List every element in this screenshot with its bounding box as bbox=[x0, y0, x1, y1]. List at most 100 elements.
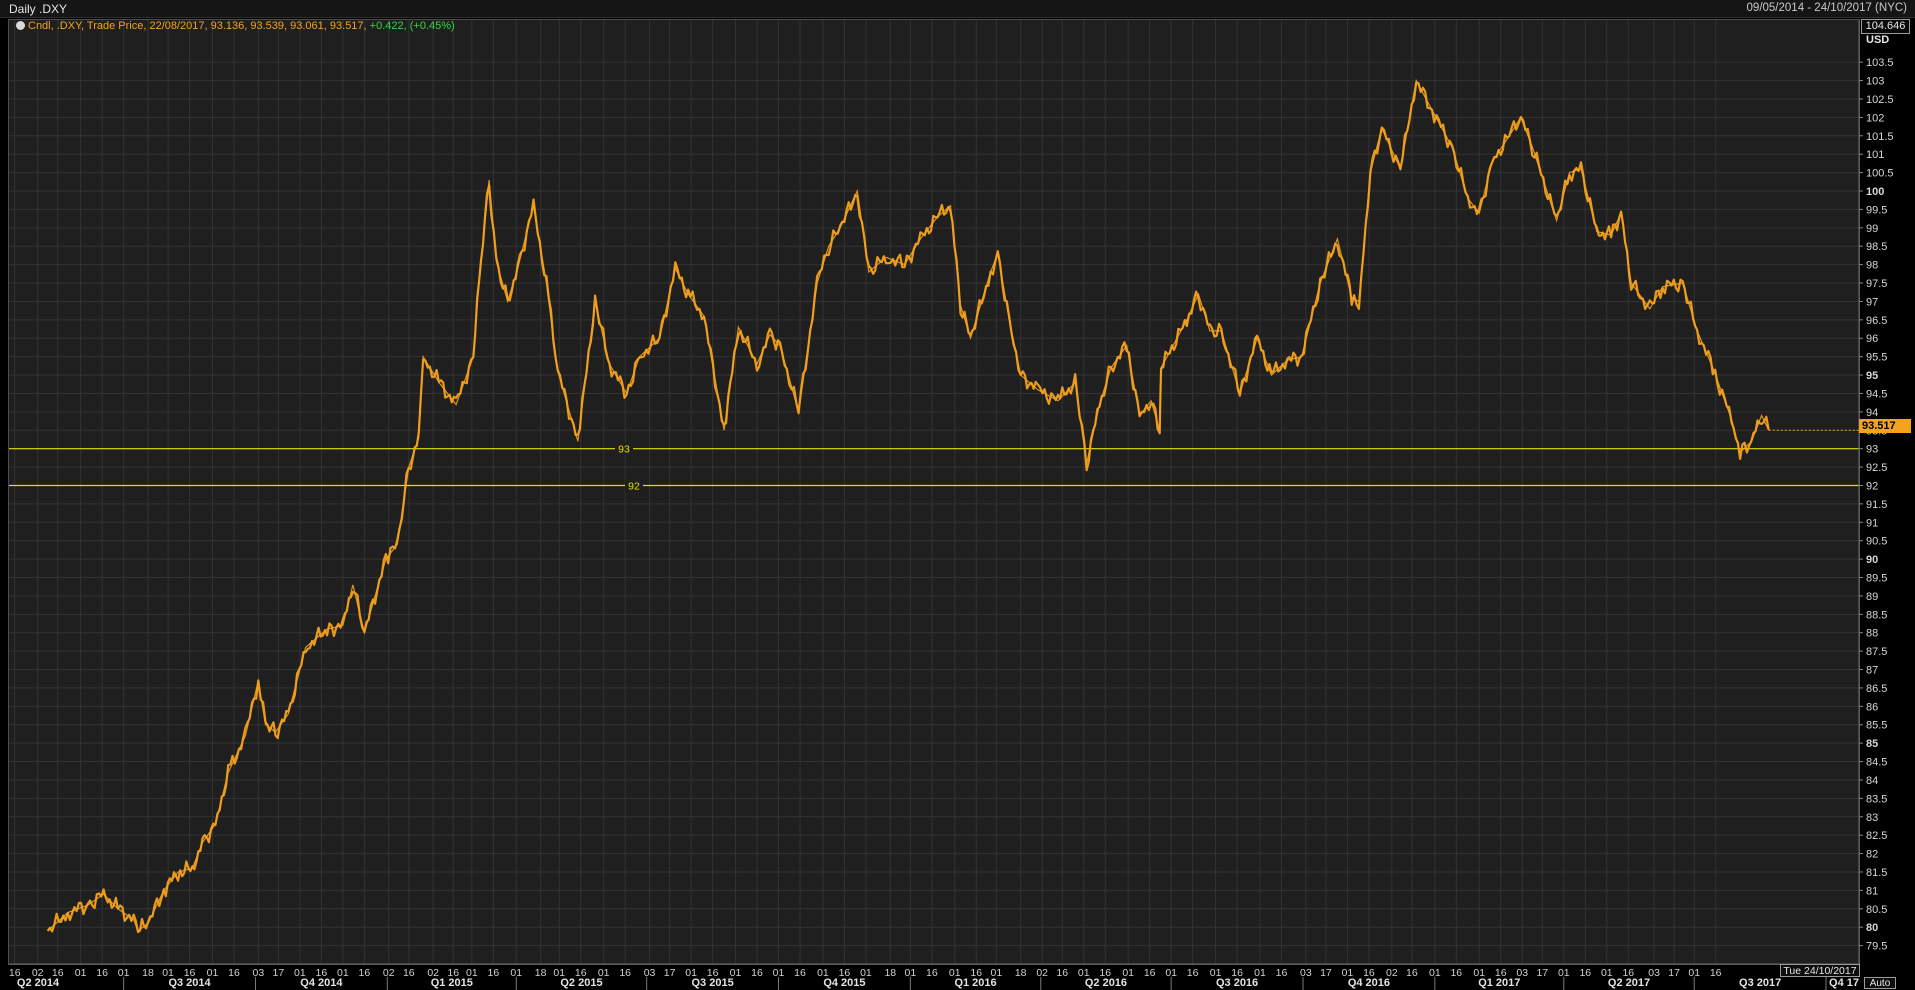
x-tick-label: 01 bbox=[905, 967, 917, 979]
quarter-label: Q4 17 bbox=[1829, 977, 1859, 989]
x-tick-label: 01 bbox=[1254, 967, 1266, 979]
y-tick-label: 84 bbox=[1866, 775, 1878, 787]
x-tick-label: 16 bbox=[707, 967, 719, 979]
y-tick-label: 86 bbox=[1866, 701, 1878, 713]
quarter-label: Q2 2014 bbox=[17, 977, 60, 989]
x-tick-label: 17 bbox=[1320, 967, 1332, 979]
y-tick-label: 91.5 bbox=[1866, 499, 1887, 511]
x-tick-label: 03 bbox=[644, 967, 656, 979]
x-tick-label: 01 bbox=[1473, 967, 1485, 979]
x-tick-label: 17 bbox=[1668, 967, 1680, 979]
y-tick-label: 102 bbox=[1866, 112, 1884, 124]
y-tick-label: 83 bbox=[1866, 812, 1878, 824]
y-tick-label: 93 bbox=[1866, 444, 1878, 456]
x-tick-label: 02 bbox=[1036, 967, 1048, 979]
x-tick-label: 16 bbox=[1144, 967, 1156, 979]
quarter-label: Q3 2016 bbox=[1216, 977, 1258, 989]
series-settings-icon[interactable] bbox=[16, 21, 25, 30]
x-tick-label: 01 bbox=[990, 967, 1002, 979]
x-tick-label: 01 bbox=[294, 967, 306, 979]
x-tick-label: 16 bbox=[359, 967, 371, 979]
x-tick-label: 16 bbox=[447, 967, 459, 979]
legend-ticker-text: Cndl, .DXY, Trade Price, 22/08/2017, 93.… bbox=[28, 20, 367, 32]
y-tick-label: 80.5 bbox=[1866, 904, 1887, 916]
x-tick-label: 01 bbox=[118, 967, 130, 979]
x-tick-label: 16 bbox=[619, 967, 631, 979]
chart-legend[interactable]: Cndl, .DXY, Trade Price, 22/08/2017, 93.… bbox=[16, 20, 455, 32]
y-tick-label: 98 bbox=[1866, 260, 1878, 272]
x-tick-label: 16 bbox=[96, 967, 108, 979]
x-tick-label: 01 bbox=[949, 967, 961, 979]
x-tick-label: 01 bbox=[1210, 967, 1222, 979]
date-range-label[interactable]: 09/05/2014 - 24/10/2017 (NYC) bbox=[1746, 2, 1907, 14]
y-tick-label: 96 bbox=[1866, 333, 1878, 345]
end-date-label[interactable]: Tue 24/10/2017 bbox=[1780, 964, 1860, 977]
y-tick-label: 79.5 bbox=[1866, 941, 1887, 953]
x-tick-label: 17 bbox=[273, 967, 285, 979]
y-tick-label: 84.5 bbox=[1866, 757, 1887, 769]
x-tick-label: 01 bbox=[1558, 967, 1570, 979]
quarter-label: Q3 2014 bbox=[168, 977, 211, 989]
axis-top-value: 104.646 bbox=[1861, 19, 1910, 34]
quarter-label: Q4 2015 bbox=[823, 977, 865, 989]
x-tick-label: 01 bbox=[773, 967, 785, 979]
x-tick-label: 16 bbox=[1579, 967, 1591, 979]
y-tick-label: 88.5 bbox=[1866, 609, 1887, 621]
x-tick-label: 16 bbox=[228, 967, 240, 979]
x-tick-label: 01 bbox=[1342, 967, 1354, 979]
price-series-line bbox=[46, 81, 1770, 934]
y-tick-label: 85 bbox=[1866, 738, 1878, 750]
x-tick-label: 18 bbox=[142, 967, 154, 979]
x-tick-label: 16 bbox=[1276, 967, 1288, 979]
x-tick-label: 16 bbox=[1187, 967, 1199, 979]
y-tick-label: 82.5 bbox=[1866, 830, 1887, 842]
plot-area[interactable] bbox=[8, 19, 1860, 965]
currency-label: USD bbox=[1866, 34, 1890, 46]
y-tick-label: 89 bbox=[1866, 591, 1878, 603]
x-tick-label: 01 bbox=[1122, 967, 1134, 979]
x-tick-label: 01 bbox=[685, 967, 697, 979]
y-tick-label: 101.5 bbox=[1866, 131, 1894, 143]
x-tick-label: 16 bbox=[926, 967, 938, 979]
x-tick-label: 01 bbox=[207, 967, 219, 979]
x-tick-label: 03 bbox=[1300, 967, 1312, 979]
quarter-label: Q4 2014 bbox=[300, 977, 343, 989]
x-tick-label: 16 bbox=[1099, 967, 1111, 979]
y-tick-label: 86.5 bbox=[1866, 683, 1887, 695]
legend-change-text: +0.422, (+0.45%) bbox=[369, 20, 455, 32]
x-tick-label: 01 bbox=[510, 967, 522, 979]
x-tick-label: 16 bbox=[970, 967, 982, 979]
y-tick-label: 90 bbox=[1866, 554, 1878, 566]
reference-label-bg bbox=[625, 479, 643, 492]
x-tick-label: 16 bbox=[316, 967, 328, 979]
x-tick-label: 16 bbox=[1363, 967, 1375, 979]
x-tick-label: 03 bbox=[1516, 967, 1528, 979]
y-tick-label: 103.5 bbox=[1866, 57, 1894, 69]
y-tick-label: 85.5 bbox=[1866, 720, 1887, 732]
x-tick-label: 16 bbox=[488, 967, 500, 979]
x-tick-label: 01 bbox=[1601, 967, 1613, 979]
x-tick-label: 18 bbox=[884, 967, 896, 979]
reference-label: 92 bbox=[628, 480, 640, 492]
y-tick-label: 81.5 bbox=[1866, 867, 1887, 879]
y-tick-label: 95 bbox=[1866, 370, 1878, 382]
x-tick-label: 01 bbox=[162, 967, 174, 979]
quarter-label: Q3 2017 bbox=[1739, 977, 1781, 989]
y-tick-label: 88 bbox=[1866, 628, 1878, 640]
x-tick-label: 01 bbox=[817, 967, 829, 979]
y-tick-label: 99.5 bbox=[1866, 204, 1887, 216]
y-tick-label: 95.5 bbox=[1866, 352, 1887, 364]
x-tick-label: 16 bbox=[1056, 967, 1068, 979]
auto-scale-button[interactable]: Auto bbox=[1864, 977, 1896, 989]
x-tick-label: 16 bbox=[1231, 967, 1243, 979]
x-tick-label: 01 bbox=[1078, 967, 1090, 979]
x-tick-label: 02 bbox=[32, 967, 44, 979]
last-price-badge: 93.517 bbox=[1859, 419, 1911, 433]
x-tick-label: 16 bbox=[575, 967, 587, 979]
y-tick-label: 100 bbox=[1866, 186, 1884, 198]
x-tick-label: 16 bbox=[9, 967, 21, 979]
reference-label-bg bbox=[615, 442, 633, 455]
x-tick-label: 17 bbox=[1536, 967, 1548, 979]
x-tick-label: 01 bbox=[730, 967, 742, 979]
